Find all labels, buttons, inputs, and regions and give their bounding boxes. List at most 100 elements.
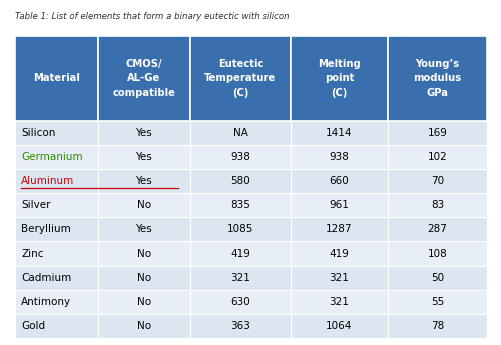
Text: 1085: 1085: [227, 225, 253, 234]
Text: Cadmium: Cadmium: [21, 273, 71, 283]
Bar: [387, 266, 486, 290]
Text: No: No: [136, 321, 150, 331]
Bar: [189, 193, 291, 217]
Text: 1414: 1414: [326, 128, 352, 138]
Text: Melting
point
(C): Melting point (C): [318, 59, 360, 98]
Bar: [387, 314, 486, 338]
Text: No: No: [136, 297, 150, 307]
Bar: [387, 145, 486, 169]
Text: Yes: Yes: [135, 225, 152, 234]
Bar: [291, 314, 387, 338]
Bar: [387, 217, 486, 241]
Bar: [291, 169, 387, 193]
Bar: [189, 121, 291, 145]
Bar: [15, 193, 97, 217]
Bar: [97, 241, 189, 266]
Bar: [15, 121, 97, 145]
Bar: [291, 290, 387, 314]
Text: Material: Material: [33, 73, 80, 83]
Bar: [291, 241, 387, 266]
Bar: [97, 169, 189, 193]
Bar: [291, 121, 387, 145]
Text: 102: 102: [427, 152, 446, 162]
Text: 938: 938: [329, 152, 349, 162]
Bar: [189, 217, 291, 241]
Bar: [15, 145, 97, 169]
Text: Germanium: Germanium: [21, 152, 83, 162]
Bar: [291, 193, 387, 217]
Bar: [15, 290, 97, 314]
Text: Table 1: List of elements that form a binary eutectic with silicon: Table 1: List of elements that form a bi…: [15, 12, 289, 21]
Text: 287: 287: [427, 225, 446, 234]
Bar: [387, 121, 486, 145]
Bar: [97, 36, 189, 121]
Bar: [387, 290, 486, 314]
Text: Zinc: Zinc: [21, 249, 44, 258]
Bar: [189, 290, 291, 314]
Text: Yes: Yes: [135, 128, 152, 138]
Text: Eutectic
Temperature
(C): Eutectic Temperature (C): [204, 59, 276, 98]
Bar: [97, 193, 189, 217]
Bar: [15, 169, 97, 193]
Bar: [15, 36, 97, 121]
Text: CMOS/
AL-Ge
compatible: CMOS/ AL-Ge compatible: [112, 59, 175, 98]
Text: Gold: Gold: [21, 321, 45, 331]
Bar: [97, 266, 189, 290]
Text: 660: 660: [329, 176, 349, 186]
Text: NA: NA: [232, 128, 247, 138]
Bar: [97, 217, 189, 241]
Text: 78: 78: [430, 321, 443, 331]
Bar: [189, 36, 291, 121]
Text: Beryllium: Beryllium: [21, 225, 71, 234]
Text: Yes: Yes: [135, 152, 152, 162]
Bar: [15, 266, 97, 290]
Bar: [97, 145, 189, 169]
Bar: [291, 36, 387, 121]
Bar: [189, 266, 291, 290]
Text: 363: 363: [230, 321, 250, 331]
Text: 419: 419: [329, 249, 349, 258]
Bar: [387, 36, 486, 121]
Text: 1287: 1287: [326, 225, 352, 234]
Text: 1064: 1064: [326, 321, 352, 331]
Text: 835: 835: [230, 200, 250, 210]
Bar: [15, 217, 97, 241]
Text: No: No: [136, 249, 150, 258]
Text: 938: 938: [230, 152, 250, 162]
Text: Silicon: Silicon: [21, 128, 55, 138]
Text: No: No: [136, 273, 150, 283]
Text: 50: 50: [430, 273, 443, 283]
Bar: [189, 145, 291, 169]
Text: 630: 630: [230, 297, 250, 307]
Text: 321: 321: [329, 297, 349, 307]
Text: Young’s
modulus
GPa: Young’s modulus GPa: [412, 59, 460, 98]
Bar: [291, 145, 387, 169]
Bar: [189, 169, 291, 193]
Bar: [97, 314, 189, 338]
Text: 55: 55: [430, 297, 443, 307]
Bar: [387, 241, 486, 266]
Bar: [291, 217, 387, 241]
Text: 419: 419: [230, 249, 250, 258]
Text: Yes: Yes: [135, 176, 152, 186]
Bar: [97, 121, 189, 145]
Bar: [97, 290, 189, 314]
Text: 70: 70: [430, 176, 443, 186]
Bar: [15, 314, 97, 338]
Text: Antimony: Antimony: [21, 297, 71, 307]
Text: 961: 961: [329, 200, 349, 210]
Bar: [189, 241, 291, 266]
Text: 580: 580: [230, 176, 250, 186]
Bar: [189, 314, 291, 338]
Text: 108: 108: [427, 249, 446, 258]
Text: Silver: Silver: [21, 200, 51, 210]
Text: 169: 169: [427, 128, 446, 138]
Text: 321: 321: [230, 273, 250, 283]
Bar: [291, 266, 387, 290]
Bar: [387, 169, 486, 193]
Text: No: No: [136, 200, 150, 210]
Bar: [387, 193, 486, 217]
Bar: [15, 241, 97, 266]
Text: 83: 83: [430, 200, 443, 210]
Text: 321: 321: [329, 273, 349, 283]
